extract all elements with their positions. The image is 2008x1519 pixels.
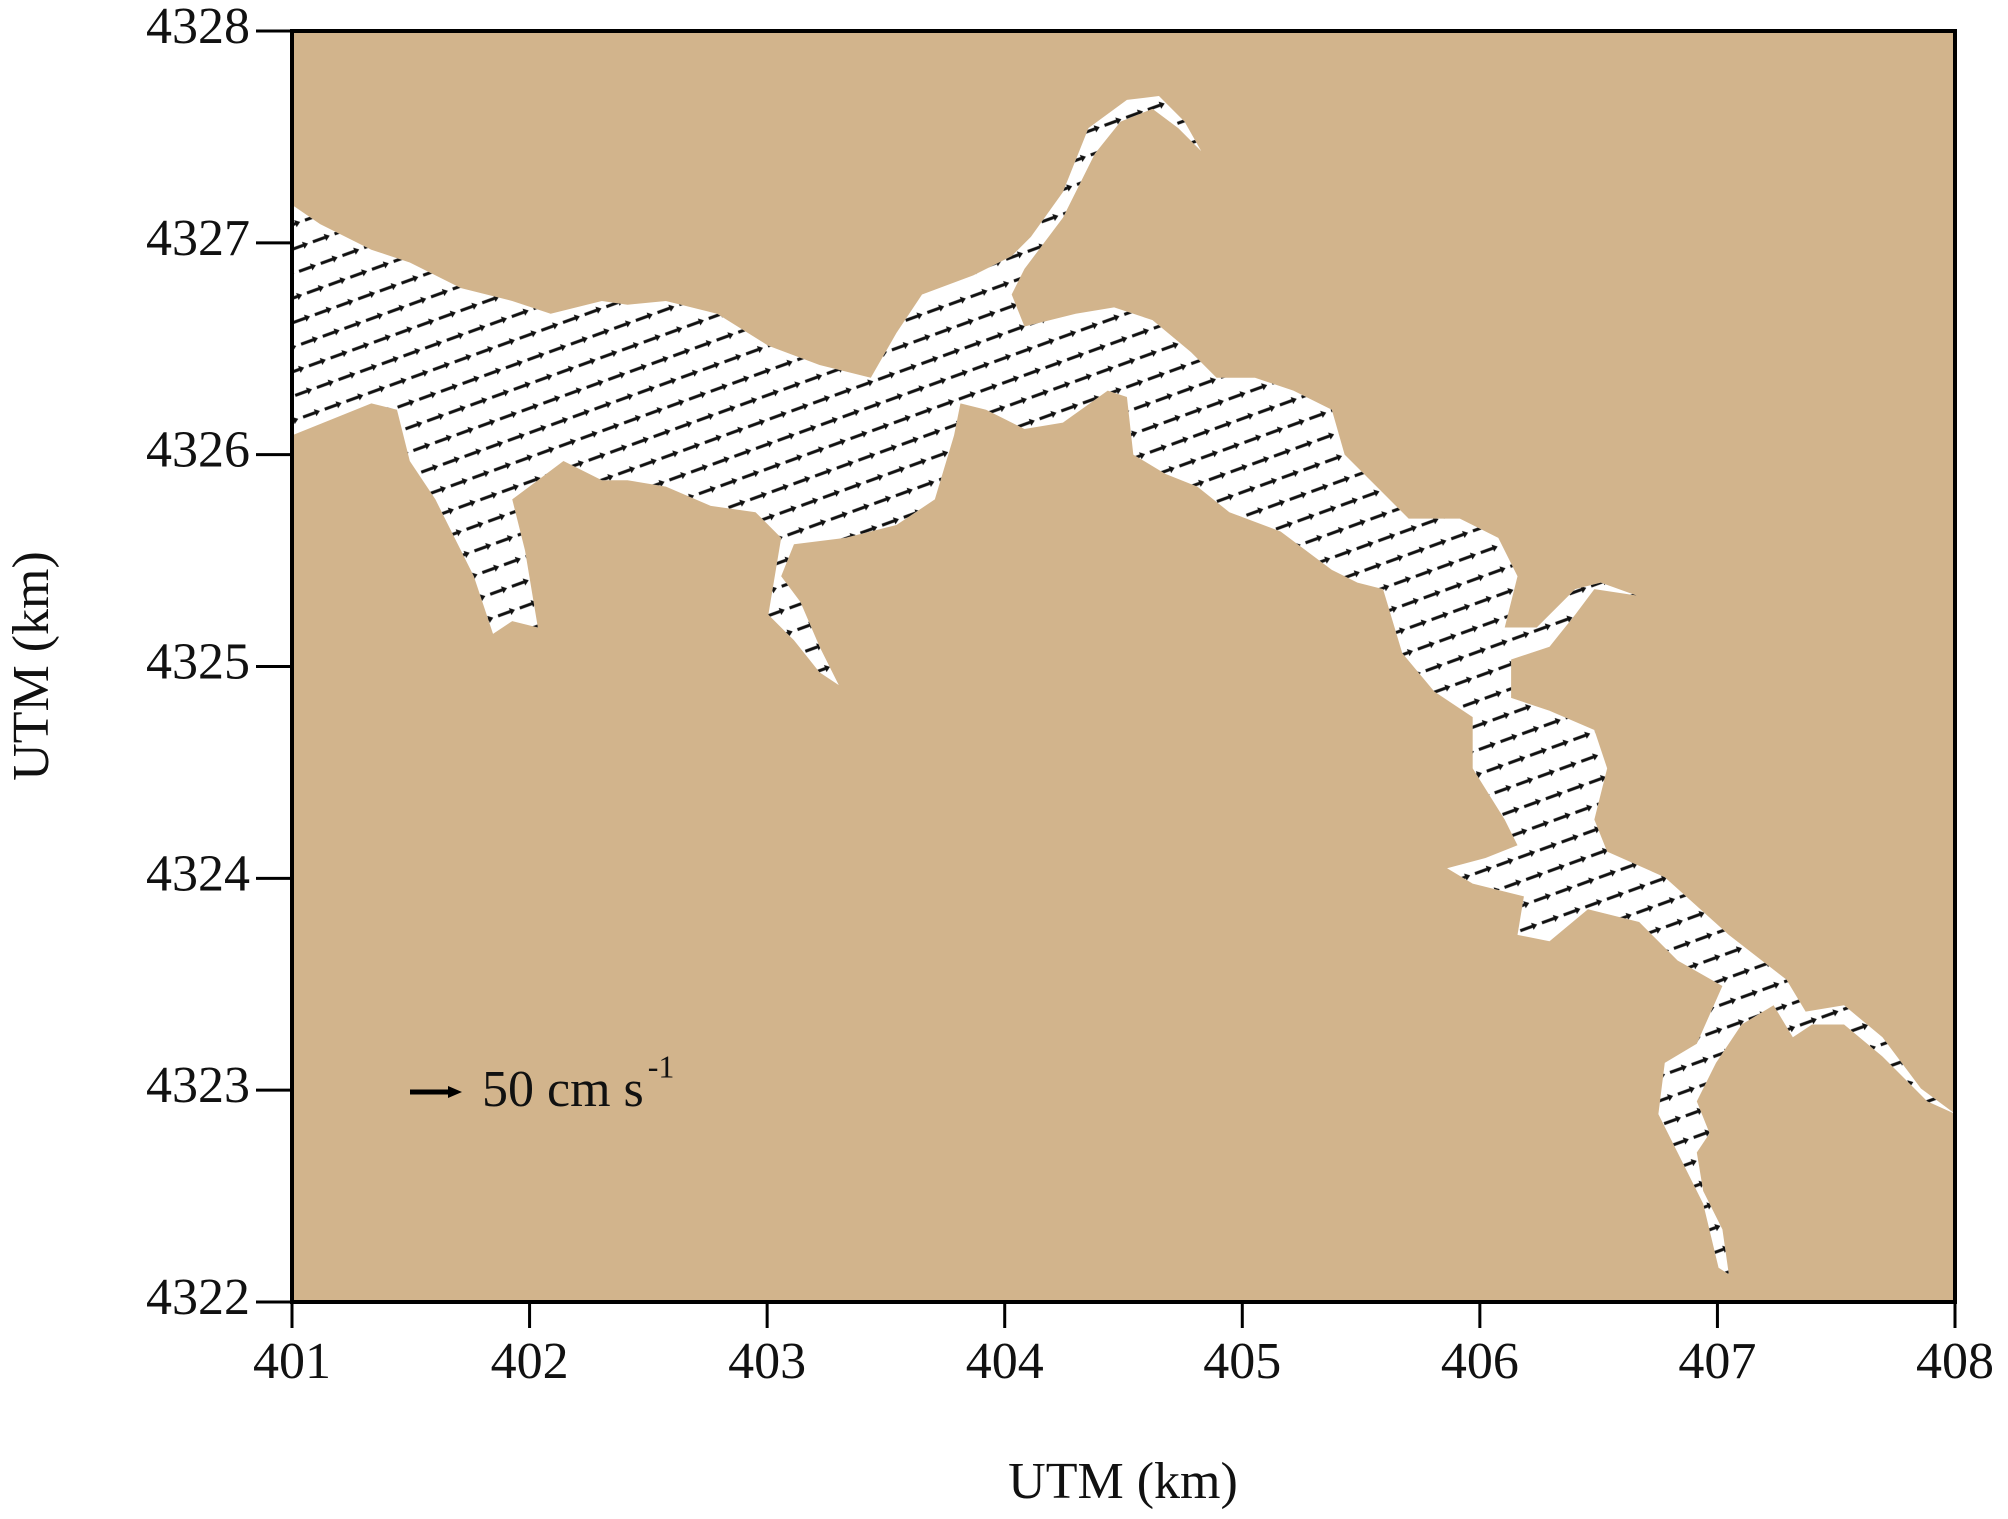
y-tick-label: 4322 bbox=[146, 1269, 250, 1326]
y-tick-label: 4324 bbox=[146, 845, 250, 902]
y-axis-label: UTM (km) bbox=[3, 551, 60, 781]
reference-arrow-head bbox=[448, 1086, 462, 1098]
x-tick-label: 404 bbox=[966, 1333, 1044, 1390]
y-tick-label: 4327 bbox=[146, 210, 250, 267]
x-tick-label: 401 bbox=[253, 1333, 331, 1390]
x-tick-label: 406 bbox=[1441, 1333, 1519, 1390]
y-tick-label: 4328 bbox=[146, 0, 250, 55]
velocity-texture bbox=[292, 96, 1955, 1275]
x-tick-label: 402 bbox=[491, 1333, 569, 1390]
x-axis-label: UTM (km) bbox=[1008, 1453, 1238, 1510]
x-tick-label: 407 bbox=[1678, 1333, 1756, 1390]
x-tick-label: 403 bbox=[728, 1333, 806, 1390]
y-tick-label: 4326 bbox=[146, 422, 250, 479]
reference-superscript: -1 bbox=[648, 1048, 675, 1084]
river bbox=[292, 96, 1955, 1275]
y-tick-label: 4323 bbox=[146, 1057, 250, 1114]
x-tick-label: 405 bbox=[1203, 1333, 1281, 1390]
x-tick-label: 408 bbox=[1916, 1333, 1994, 1390]
y-tick-label: 4325 bbox=[146, 633, 250, 690]
reference-label: 50 cm s bbox=[482, 1061, 644, 1118]
